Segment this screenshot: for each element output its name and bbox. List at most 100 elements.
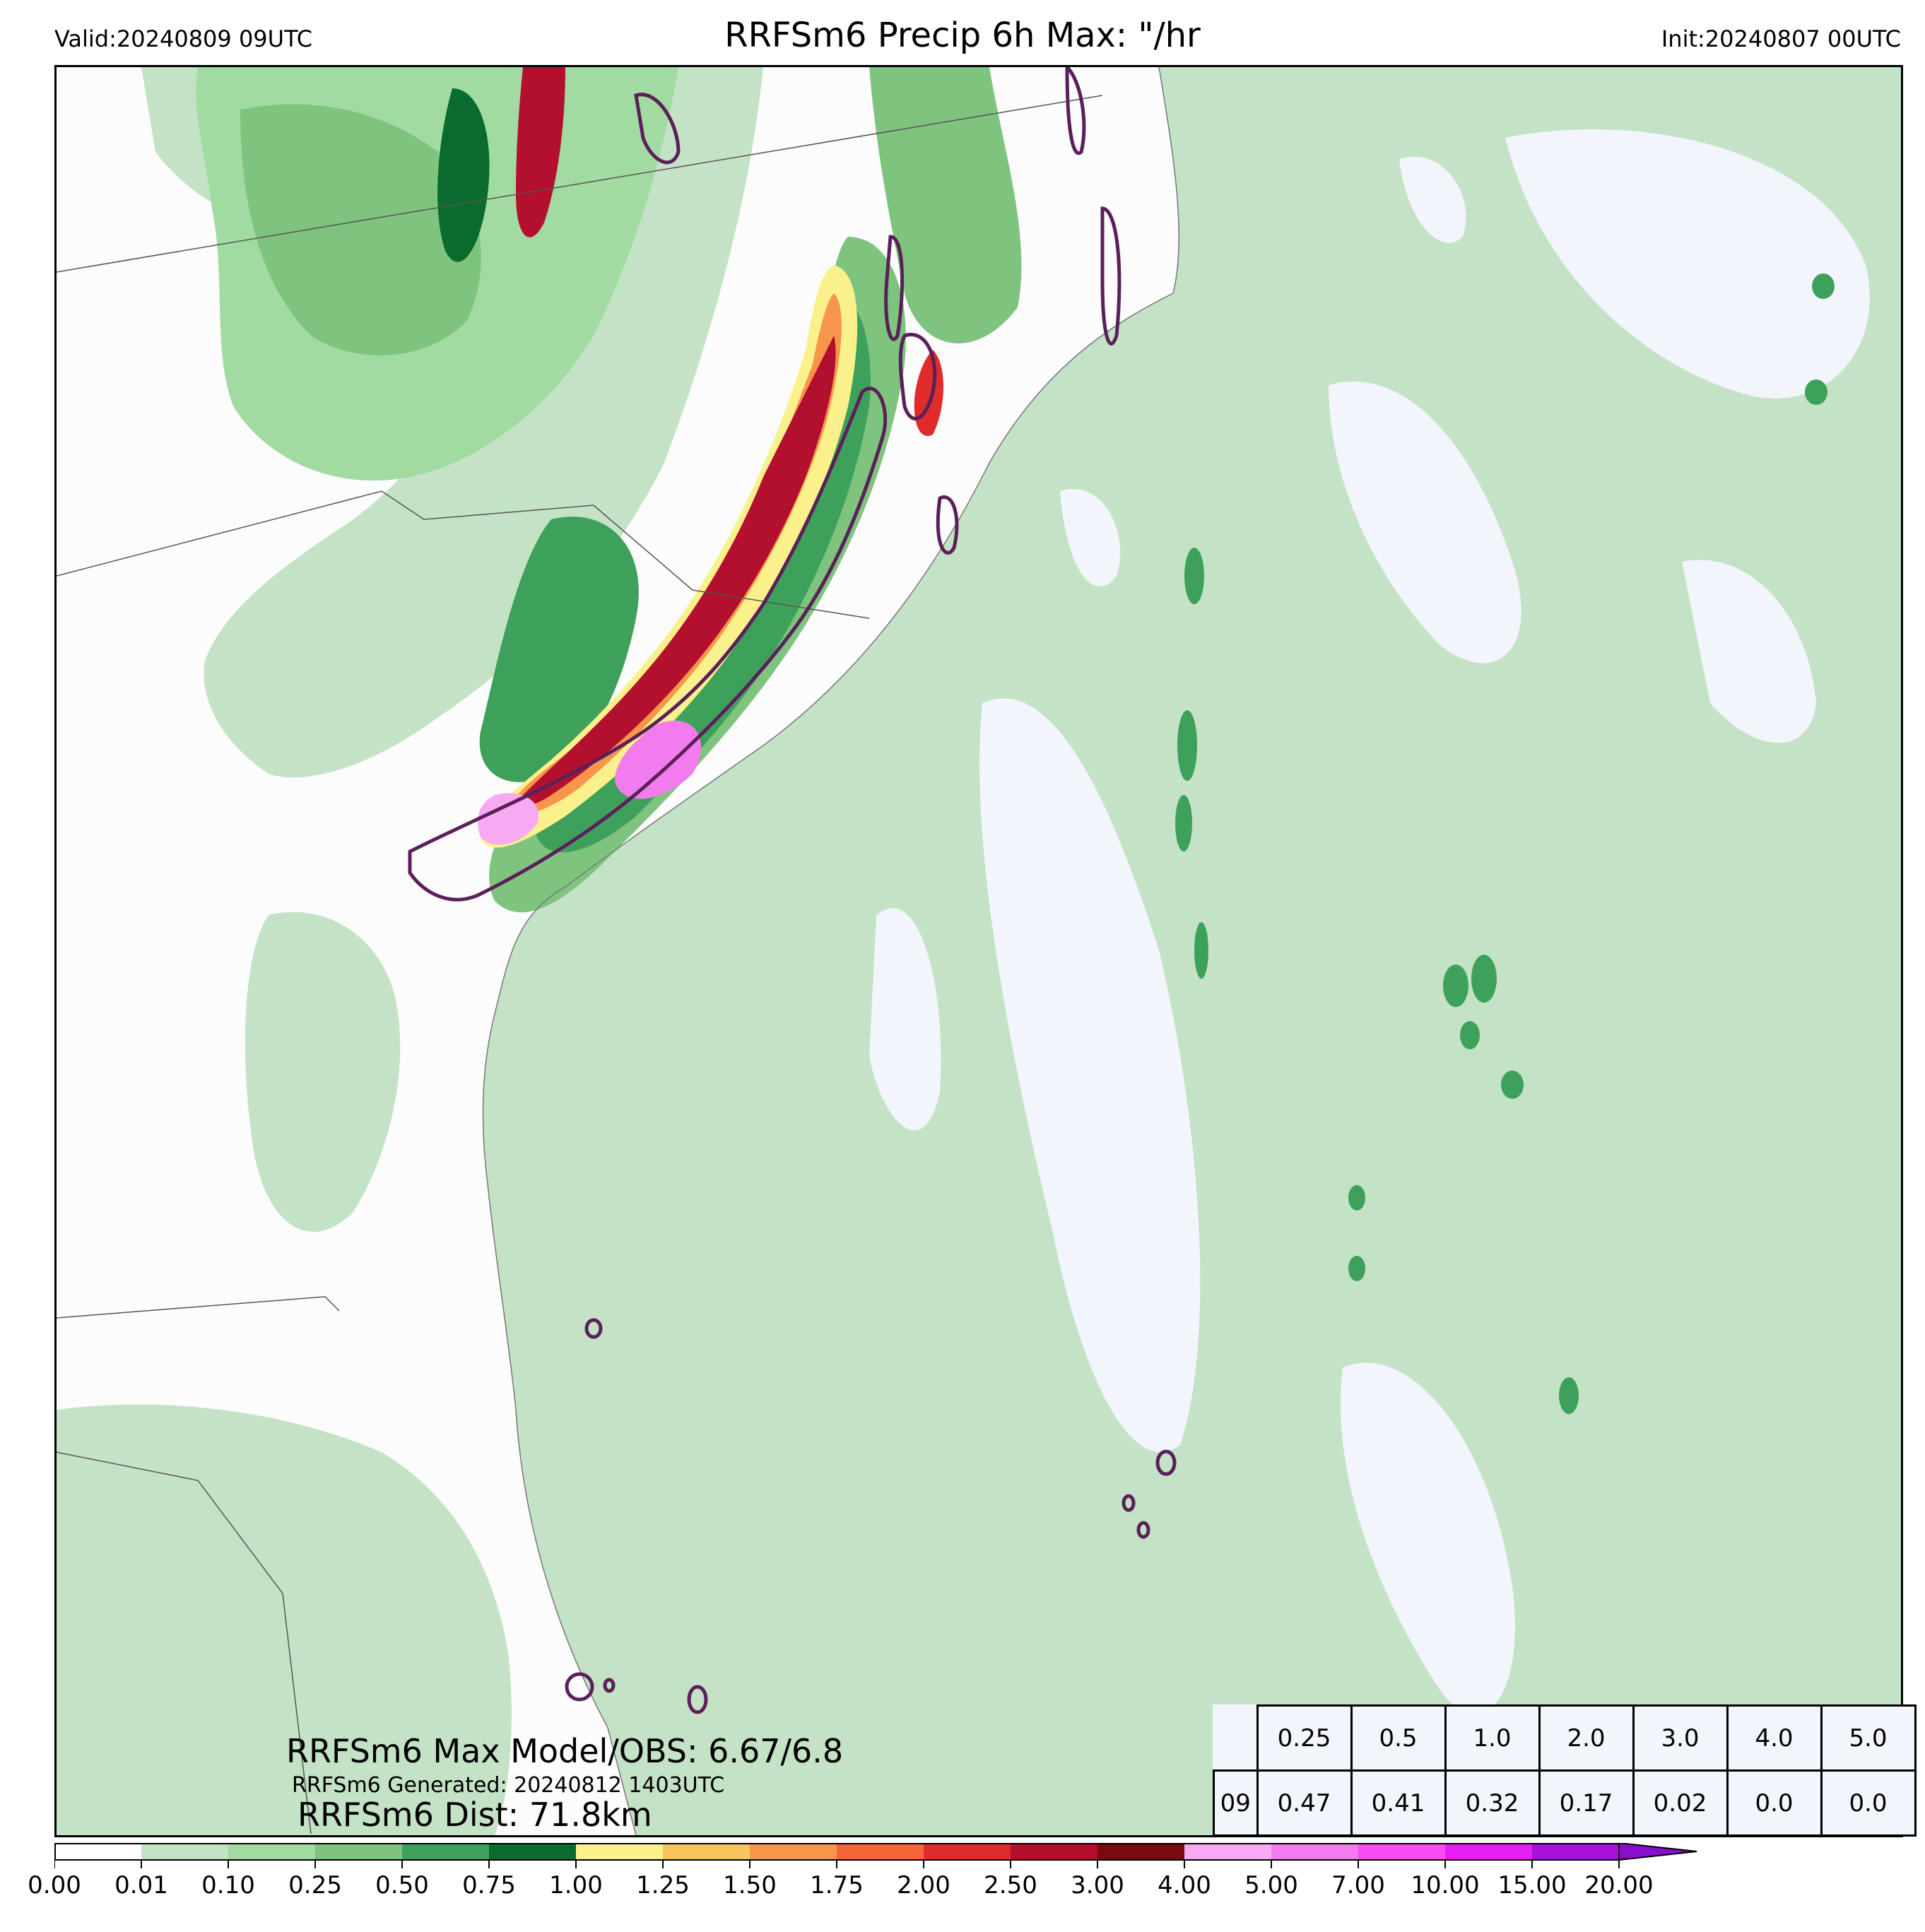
- precip-band-heavy: [481, 265, 858, 848]
- threshold-cell: 2.0: [1538, 1704, 1635, 1772]
- observed-contour: [565, 1672, 594, 1702]
- valid-time-label: Valid:20240809 09UTC: [54, 25, 313, 52]
- colorbar-segment: [924, 1843, 1011, 1860]
- colorbar-segment: [315, 1843, 402, 1860]
- precip-band-green: [437, 88, 490, 262]
- precip-cell: [1177, 710, 1197, 781]
- observed-contour: [1136, 1521, 1150, 1539]
- colorbar-tick-label: 0.50: [375, 1871, 429, 1899]
- precip-cell: [1501, 1071, 1524, 1099]
- observed-contour: [408, 387, 888, 902]
- value-cell: 0.0: [1820, 1769, 1917, 1837]
- dry-patch: [1505, 129, 1870, 399]
- state-border: [57, 1451, 312, 1834]
- colorbar-tick-label: 1.00: [549, 1871, 603, 1899]
- observed-contour: [936, 495, 959, 555]
- precip-map: RRFSm6 Max Model/OBS: 6.67/6.8 RRFSm6 Ge…: [54, 65, 1903, 1837]
- observed-contour: [1155, 1449, 1177, 1476]
- colorbar-tick-label: 1.75: [810, 1871, 864, 1899]
- colorbar-tick-label: 5.00: [1244, 1871, 1298, 1899]
- colorbar: [54, 1843, 1697, 1868]
- observed-contour: [1100, 206, 1122, 346]
- colorbar-segment: [1011, 1843, 1097, 1860]
- colorbar-tick-label: 0.75: [462, 1871, 516, 1899]
- colorbar-tick-label: 3.00: [1071, 1871, 1124, 1899]
- land-mass: [57, 67, 1179, 1835]
- value-cell: 0.41: [1350, 1769, 1447, 1837]
- state-border: [57, 1296, 340, 1319]
- colorbar-tick-label: 20.00: [1584, 1871, 1654, 1899]
- colorbar-tick-label: 0.25: [288, 1871, 342, 1899]
- generated-time-label: RRFSm6 Generated: 20240812 1403UTC: [292, 1773, 725, 1798]
- colorbar-tick-label: 0.10: [201, 1871, 255, 1899]
- value-cell: 0.0: [1726, 1769, 1823, 1837]
- colorbar-segment: [1271, 1843, 1358, 1860]
- colorbar-tick-label: 4.00: [1158, 1871, 1211, 1899]
- colorbar-tick-label: 1.25: [636, 1871, 690, 1899]
- dry-patch: [1329, 381, 1521, 664]
- dry-patch: [979, 698, 1201, 1452]
- value-cell: 0.32: [1444, 1769, 1541, 1837]
- observed-contour: [1122, 1494, 1136, 1512]
- threshold-cell: 3.0: [1632, 1704, 1729, 1772]
- precip-band-heavy: [516, 67, 565, 237]
- init-time-label: Init:20240807 00UTC: [1661, 25, 1901, 52]
- dry-patch: [1399, 156, 1466, 243]
- observed-contour: [884, 235, 905, 341]
- colorbar-tick-label: 2.00: [897, 1871, 950, 1899]
- threshold-cell: 0.5: [1350, 1704, 1447, 1772]
- threshold-cell: 1.0: [1444, 1704, 1541, 1772]
- plot-title: RRFSm6 Precip 6h Max: "/hr: [724, 16, 1201, 55]
- colorbar-segment: [228, 1843, 315, 1860]
- precip-cell: [1348, 1185, 1365, 1211]
- precip-cell: [1184, 548, 1204, 604]
- precip-cell: [1460, 1021, 1480, 1049]
- precip-cell: [1348, 1256, 1365, 1281]
- precip-cell: [1559, 1377, 1579, 1414]
- observed-contour: [603, 1678, 616, 1693]
- precip-cell: [1812, 273, 1835, 299]
- precip-cell: [1175, 795, 1192, 852]
- threshold-cell: 5.0: [1820, 1704, 1917, 1772]
- colorbar-segment: [1097, 1843, 1184, 1860]
- colorbar-segment: [1184, 1843, 1271, 1860]
- value-cell: 0.47: [1256, 1769, 1353, 1837]
- colorbar-tick-label: 0.01: [114, 1871, 168, 1899]
- precip-band-green: [869, 67, 1022, 343]
- colorbar-tick-label: 0.00: [28, 1871, 81, 1899]
- observed-contour: [584, 1318, 603, 1339]
- precip-cell: [1194, 922, 1208, 979]
- precip-cell: [1805, 379, 1827, 405]
- colorbar-segment: [1532, 1843, 1619, 1860]
- precip-band-heavy: [615, 720, 701, 799]
- row-label: 09: [1213, 1769, 1259, 1837]
- colorbar-tick-label: 10.00: [1411, 1871, 1480, 1899]
- precip-band-green: [240, 104, 481, 355]
- value-cell: 0.02: [1632, 1769, 1729, 1837]
- dry-patch: [1682, 560, 1816, 743]
- colorbar-segment: [54, 1843, 141, 1860]
- colorbar-segment: [837, 1843, 924, 1860]
- state-border: [57, 490, 870, 619]
- observed-contour: [898, 333, 937, 420]
- dry-patch: [1060, 488, 1121, 587]
- colorbar-tick-label: 1.50: [723, 1871, 777, 1899]
- dry-patch: [869, 908, 941, 1131]
- observed-contour: [687, 1685, 708, 1714]
- land-light-precip: [57, 1404, 512, 1835]
- threshold-value-row: 09 0.47 0.41 0.32 0.17 0.02 0.0 0.0: [1213, 1769, 1917, 1837]
- threshold-table: 0.25 0.5 1.0 2.0 3.0 4.0 5.0 09 0.47 0.4…: [1213, 1704, 1917, 1837]
- threshold-header-row: 0.25 0.5 1.0 2.0 3.0 4.0 5.0: [1214, 1704, 1917, 1772]
- value-cell: 0.17: [1538, 1769, 1635, 1837]
- colorbar-segment: [1358, 1843, 1445, 1860]
- dry-patch: [1340, 1362, 1515, 1715]
- threshold-cell: 4.0: [1726, 1704, 1823, 1772]
- colorbar-segment: [1445, 1843, 1532, 1860]
- precip-band-heavy: [478, 793, 538, 845]
- colorbar-segment: [750, 1843, 837, 1860]
- colorbar-segment: [576, 1843, 663, 1860]
- max-model-obs-label: RRFSm6 Max Model/OBS: 6.67/6.8: [286, 1732, 844, 1770]
- land-light-precip: [245, 912, 401, 1232]
- precip-field: [57, 67, 1901, 1835]
- precip-cell: [1443, 965, 1468, 1007]
